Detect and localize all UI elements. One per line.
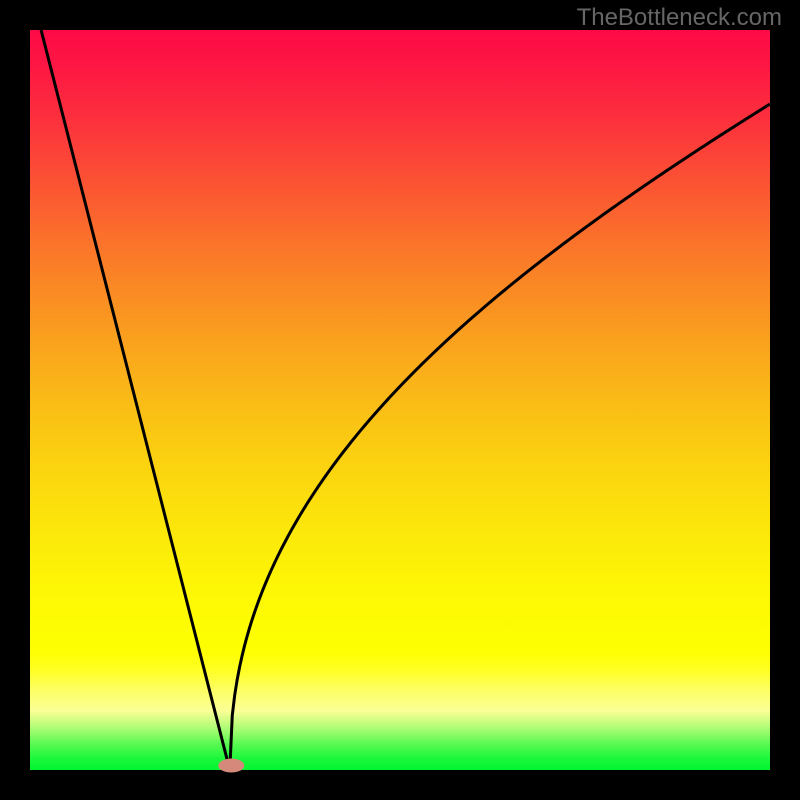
plot-background: [30, 30, 770, 770]
chart-container: TheBottleneck.com: [0, 0, 800, 800]
optimal-point-marker: [218, 759, 244, 773]
watermark-text: TheBottleneck.com: [577, 4, 782, 32]
bottleneck-chart: [0, 0, 800, 800]
